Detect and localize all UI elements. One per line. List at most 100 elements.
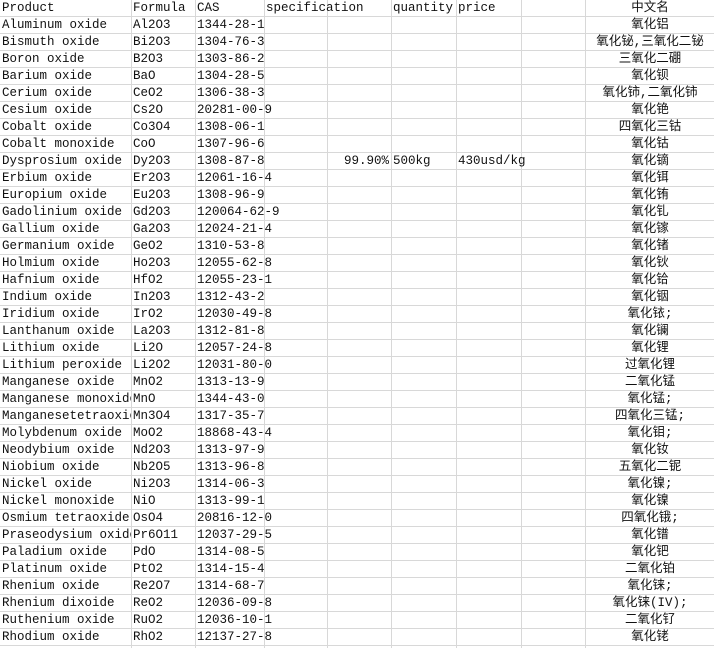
formula-cell: NiO [133,494,156,508]
product-cell: Germanium oxide [2,239,115,253]
header-cell: price [458,1,496,15]
formula-cell: Al2O3 [133,18,171,32]
chinese-cell: 四氧化锇; [621,511,679,525]
chinese-cell: 氧化铕 [631,188,669,202]
product-cell: Erbium oxide [2,171,93,185]
chinese-cell: 五氧化二铌 [618,460,682,474]
chinese-cell: 氧化铱; [627,307,673,321]
cas-cell: 1314-15-4 [197,562,265,576]
quantity-cell: 500kg [393,154,431,168]
chinese-cell: 氧化铯 [631,103,669,117]
product-cell: Manganese oxide [2,375,115,389]
cas-cell: 12137-27-8 [197,630,273,644]
cas-cell: 12061-16-4 [197,171,273,185]
header-cell: Formula [133,1,186,15]
product-cell: Rhodium oxide [2,630,100,644]
chinese-cell: 氧化铑 [631,630,669,644]
formula-cell: In2O3 [133,290,171,304]
chinese-cell: 氧化铼(IV); [612,596,688,610]
cas-cell: 120064-62-9 [197,205,280,219]
chinese-cell: 二氧化钌 [624,613,675,627]
cas-cell: 1308-87-8 [197,154,265,168]
formula-cell: B2O3 [133,52,164,66]
cas-cell: 1313-97-9 [197,443,265,457]
formula-cell: PdO [133,545,156,559]
chinese-cell: 氧化镝 [631,154,669,168]
chinese-cell: 氧化钬 [631,256,669,270]
product-cell: Lithium peroxide [2,358,123,372]
chinese-cell: 氧化钴 [631,137,669,151]
formula-cell: Dy2O3 [133,154,171,168]
chinese-cell: 氧化镍 [631,494,669,508]
product-cell: Boron oxide [2,52,85,66]
cas-cell: 20816-12-0 [197,511,273,525]
formula-cell: Re2O7 [133,579,171,593]
product-cell: Manganesetetraoxic [2,409,131,423]
formula-cell: ReO2 [133,596,164,610]
product-cell: Barium oxide [2,69,93,83]
formula-cell: BaO [133,69,156,83]
column-line [131,0,132,648]
formula-cell: Gd2O3 [133,205,171,219]
column-line [456,0,457,648]
product-cell: Bismuth oxide [2,35,100,49]
cas-cell: 1310-53-8 [197,239,265,253]
chinese-cell: 氧化锗 [631,239,669,253]
chinese-cell: 氧化铟 [631,290,669,304]
product-cell: Niobium oxide [2,460,100,474]
product-cell: Europium oxide [2,188,108,202]
chinese-cell: 氧化铼; [627,579,673,593]
header-cell: 中文名 [631,1,669,15]
cas-cell: 1313-99-1 [197,494,265,508]
formula-cell: RhO2 [133,630,164,644]
chinese-cell: 二氧化锰 [624,375,675,389]
column-line [391,0,392,648]
chinese-cell: 氧化钯 [631,545,669,559]
formula-cell: Nd2O3 [133,443,171,457]
header-cell: specification [266,1,364,15]
price-cell: 430usd/kg [458,154,526,168]
column-line [327,0,328,648]
product-cell: Dysprosium oxide [2,154,123,168]
chinese-cell: 氧化铪 [631,273,669,287]
chinese-cell: 过氧化锂 [624,358,675,372]
header-cell: Product [2,1,55,15]
chinese-cell: 氧化铋,三氧化二铋 [596,35,704,49]
cas-cell: 1313-96-8 [197,460,265,474]
cas-cell: 1314-06-3 [197,477,265,491]
cas-cell: 1308-96-9 [197,188,265,202]
product-cell: Cobalt monoxide [2,137,115,151]
product-cell: Platinum oxide [2,562,108,576]
column-line [585,0,586,648]
formula-cell: CeO2 [133,86,164,100]
product-cell: Ruthenium oxide [2,613,115,627]
chinese-cell: 氧化钡 [631,69,669,83]
product-cell: Rhenium dixoide [2,596,115,610]
column-line [521,0,522,648]
formula-cell: Ga2O3 [133,222,171,236]
product-cell: Rhenium oxide [2,579,100,593]
product-cell: Hafnium oxide [2,273,100,287]
formula-cell: Nb2O5 [133,460,171,474]
formula-cell: Er2O3 [133,171,171,185]
product-cell: Praseodysium oxide [2,528,131,542]
product-cell: Neodybium oxide [2,443,115,457]
cas-cell: 1312-81-8 [197,324,265,338]
product-cell: Lanthanum oxide [2,324,115,338]
product-cell: Gallium oxide [2,222,100,236]
cas-cell: 12030-49-8 [197,307,273,321]
product-cell: Nickel monoxide [2,494,115,508]
formula-cell: OsO4 [133,511,164,525]
cas-cell: 1304-28-5 [197,69,265,83]
cas-cell: 1303-86-2 [197,52,265,66]
product-cell: Lithium oxide [2,341,100,355]
product-cell: Iridium oxide [2,307,100,321]
formula-cell: La2O3 [133,324,171,338]
cas-cell: 1314-68-7 [197,579,265,593]
chinese-cell: 氧化钼; [627,426,673,440]
cas-cell: 1313-13-9 [197,375,265,389]
chinese-cell: 氧化锰; [627,392,673,406]
product-cell: Holmium oxide [2,256,100,270]
specification-cell: 99.90% [343,154,389,168]
